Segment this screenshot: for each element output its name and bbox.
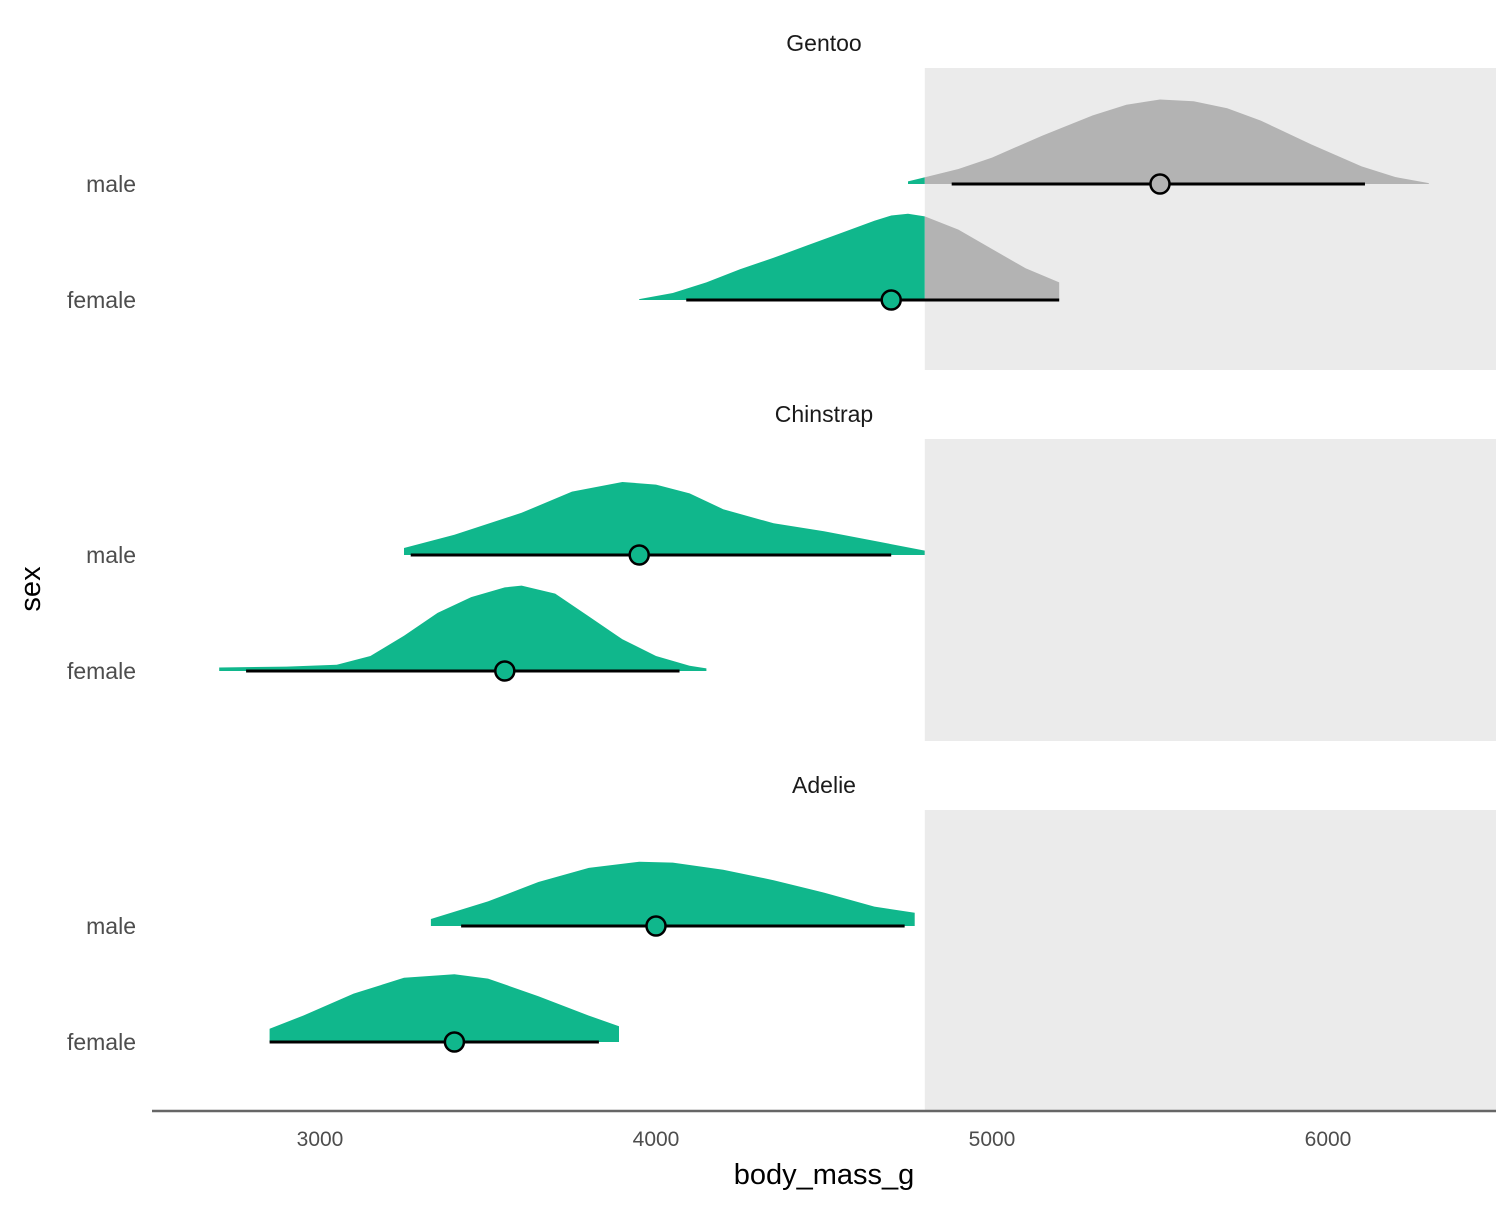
point-chinstrap-female bbox=[494, 660, 516, 682]
x-tick-label: 6000 bbox=[1305, 1128, 1352, 1151]
point-adelie-male bbox=[645, 915, 667, 937]
y-label-gentoo-female: female bbox=[67, 287, 136, 313]
y-label-gentoo-male: male bbox=[86, 171, 136, 197]
x-axis-title: body_mass_g bbox=[734, 1159, 915, 1191]
point-adelie-female bbox=[443, 1031, 466, 1053]
x-tick-label: 5000 bbox=[969, 1128, 1016, 1151]
facet-title-chinstrap: Chinstrap bbox=[775, 401, 873, 427]
shaded-band-chinstrap bbox=[924, 439, 1496, 741]
density-below-gentoo-female bbox=[639, 213, 925, 300]
y-label-chinstrap-male: male bbox=[86, 542, 136, 568]
density-above-chinstrap-male bbox=[924, 550, 925, 555]
density-below-adelie-female bbox=[269, 974, 619, 1042]
shaded-band-adelie bbox=[924, 810, 1496, 1112]
x-tick-label: 3000 bbox=[297, 1128, 344, 1151]
density-above-gentoo-female bbox=[924, 216, 1060, 300]
y-label-adelie-male: male bbox=[86, 913, 136, 939]
point-gentoo-female bbox=[880, 289, 902, 311]
density-below-chinstrap-male bbox=[404, 482, 925, 555]
y-label-adelie-female: female bbox=[67, 1029, 136, 1055]
y-label-chinstrap-female: female bbox=[67, 658, 136, 684]
density-below-chinstrap-female bbox=[219, 585, 707, 671]
density-below-adelie-male bbox=[430, 861, 915, 926]
density-below-gentoo-male bbox=[908, 177, 925, 184]
density-above-gentoo-male bbox=[924, 99, 1429, 184]
point-gentoo-male bbox=[1149, 173, 1171, 195]
x-tick-label: 4000 bbox=[633, 1128, 680, 1151]
point-chinstrap-male bbox=[628, 544, 650, 566]
y-axis-title: sex bbox=[15, 566, 47, 612]
facet-title-gentoo: Gentoo bbox=[786, 30, 861, 56]
facet-title-adelie: Adelie bbox=[792, 772, 856, 798]
